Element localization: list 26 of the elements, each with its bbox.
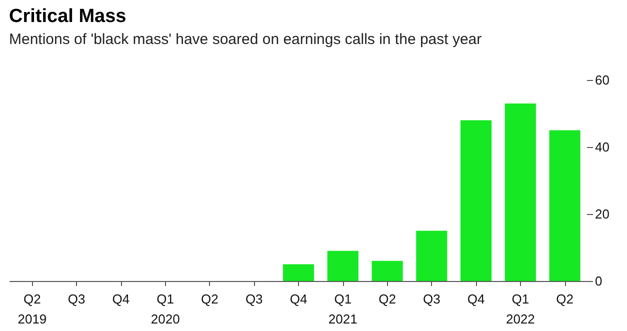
x-tick-label: Q2 <box>201 292 218 306</box>
x-tick-label: Q4 <box>467 292 485 306</box>
bar <box>416 230 448 281</box>
bar <box>372 260 403 281</box>
bar <box>282 264 314 281</box>
chart-subtitle: Mentions of 'black mass' have soared on earnings calls in the past year <box>9 31 482 48</box>
x-tick-label: Q2 2019 <box>18 292 47 326</box>
chart-title: Critical Mass <box>9 6 126 27</box>
y-tick-label: 20 <box>595 206 610 222</box>
y-tick-label: 40 <box>595 140 610 154</box>
x-tick-label: Q4 <box>112 292 130 306</box>
y-tick-label: 0 <box>595 274 602 288</box>
x-tick-label: Q2 <box>556 292 574 306</box>
x-tick-label: Q1 2022 <box>506 292 535 326</box>
x-tick-label: Q1 2020 <box>150 292 180 326</box>
bar <box>327 250 358 281</box>
y-tick-label: 60 <box>595 72 610 88</box>
bar <box>460 120 492 281</box>
x-tick-label: Q2 <box>378 292 396 306</box>
bar <box>504 103 536 281</box>
x-tick-label: Q1 2021 <box>328 292 358 326</box>
x-tick-label: Q3 <box>68 292 86 306</box>
x-tick-label: Q4 <box>290 292 308 306</box>
x-tick-label: Q3 <box>245 292 263 306</box>
x-tick-label: Q3 <box>422 292 440 306</box>
bar <box>549 130 580 281</box>
